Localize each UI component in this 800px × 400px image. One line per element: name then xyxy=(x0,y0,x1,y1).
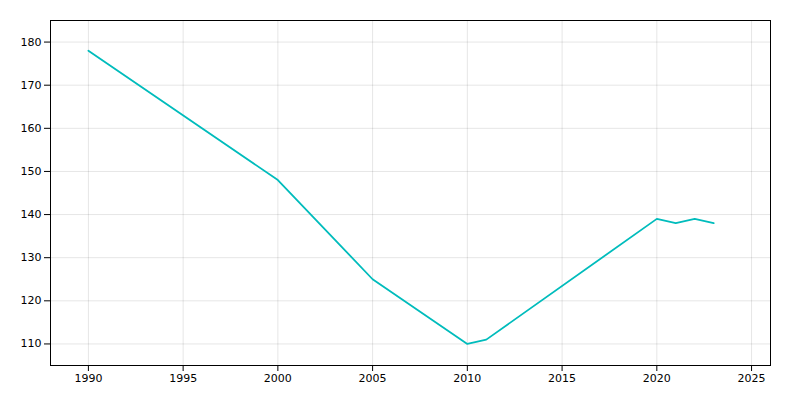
svg-text:140: 140 xyxy=(21,208,42,221)
svg-text:2000: 2000 xyxy=(264,372,292,385)
svg-text:2020: 2020 xyxy=(643,372,671,385)
svg-text:2010: 2010 xyxy=(453,372,481,385)
svg-text:2005: 2005 xyxy=(359,372,387,385)
svg-text:150: 150 xyxy=(21,165,42,178)
svg-text:130: 130 xyxy=(21,251,42,264)
svg-text:2015: 2015 xyxy=(548,372,576,385)
svg-text:2025: 2025 xyxy=(738,372,766,385)
svg-text:160: 160 xyxy=(21,122,42,135)
svg-text:110: 110 xyxy=(21,337,42,350)
svg-text:120: 120 xyxy=(21,294,42,307)
svg-text:170: 170 xyxy=(21,79,42,92)
svg-text:1995: 1995 xyxy=(169,372,197,385)
svg-text:1990: 1990 xyxy=(74,372,102,385)
svg-text:180: 180 xyxy=(21,36,42,49)
